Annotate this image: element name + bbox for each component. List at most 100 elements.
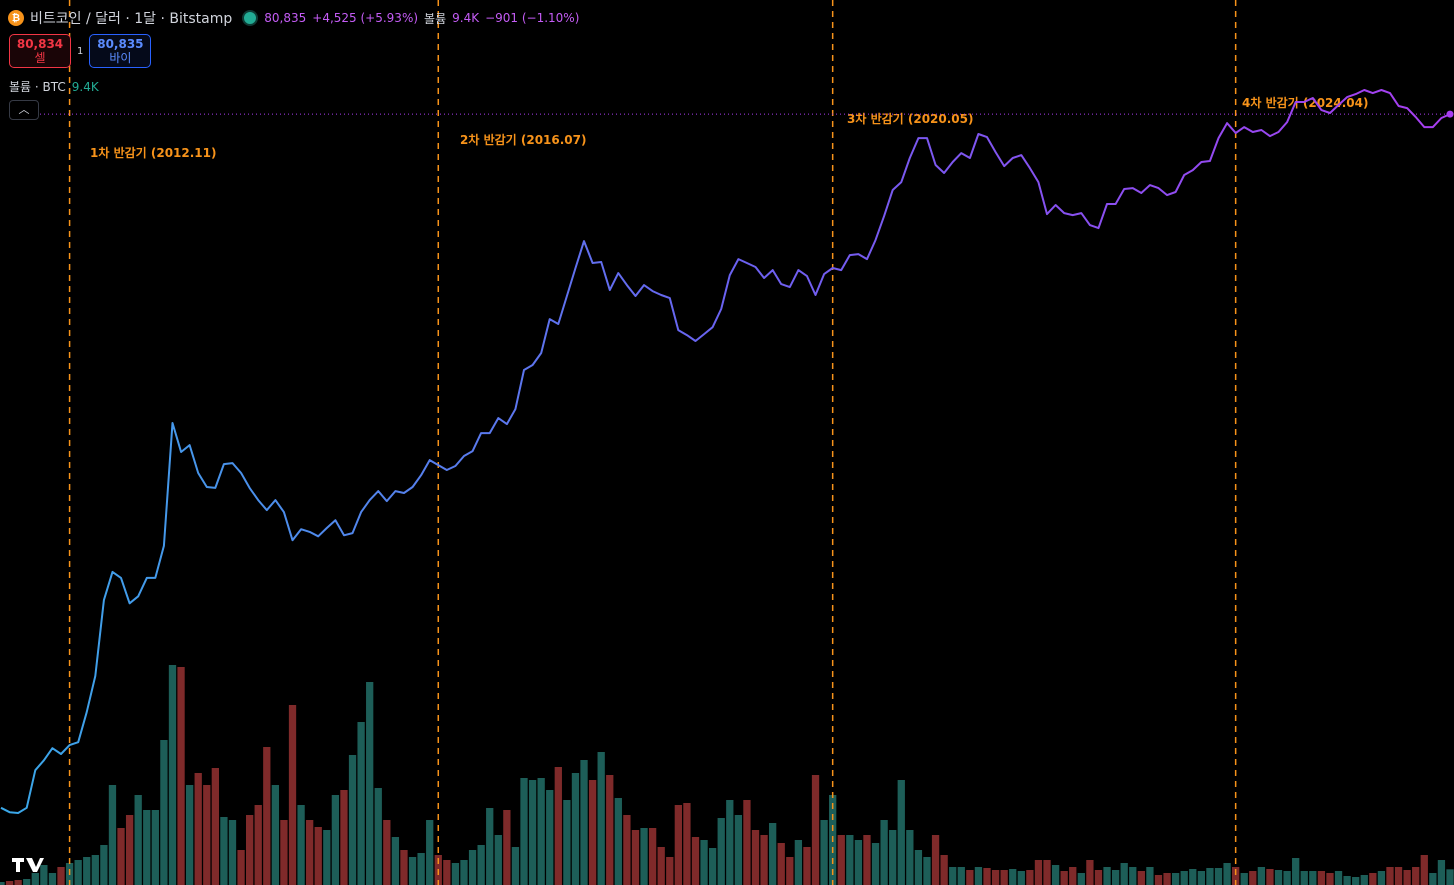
volume-bar [751,830,760,885]
collapse-button[interactable]: ︿ [9,100,39,120]
volume-bar [220,817,228,885]
trade-panel: 80,834 셀 1 80,835 바이 [9,34,152,68]
volume-bar [940,855,948,885]
volume-bar [1026,870,1034,885]
buy-button[interactable]: 80,835 바이 [89,34,152,68]
volume-bar [108,785,117,885]
volume-bar [1111,870,1120,885]
volume-bar [914,850,923,885]
sell-label: 셀 [34,51,46,65]
volume-bar [554,767,562,885]
volume-value: 9.4K [452,11,480,25]
volume-bar [0,882,5,885]
volume-bar [288,705,297,885]
volume-bar [1214,868,1223,885]
volume-bar [228,820,237,885]
volume-bar [254,805,262,885]
volume-bar [74,860,82,885]
volume-bar [100,845,108,885]
volume-bar [1137,871,1145,885]
volume-bar [1034,860,1043,885]
volume-bar [348,755,357,885]
volume-bar [451,863,460,885]
volume-bar [1403,870,1411,885]
volume-bar [623,815,631,885]
volume-bar [503,810,511,885]
volume-bar [520,778,528,885]
volume-bar [1394,867,1403,885]
volume-bar [1266,869,1274,885]
indicator-legend: 볼륨 · BTC 9.4K [9,78,99,95]
volume-bar [674,805,682,885]
volume-bar [1369,873,1377,885]
volume-bar [889,830,897,885]
volume-bar [1120,863,1128,885]
volume-bar [91,855,99,885]
market-status[interactable] [242,10,259,26]
volume-bar [597,752,605,885]
volume-bar [863,835,871,885]
volume-bar [1163,873,1171,885]
volume-bar [314,827,322,885]
volume-bar [1069,867,1077,885]
halving-label: 1차 반감기 (2012.11) [90,145,217,160]
volume-bar [134,795,142,885]
volume-bar [1077,873,1085,885]
volume-bar [83,857,91,885]
volume-bar [177,667,185,885]
volume-bar [1412,867,1420,885]
volume-bar [683,803,691,885]
volume-bar [400,850,408,885]
volume-bar [168,665,177,885]
volume-bar [1129,867,1137,885]
halving-label: 3차 반감기 (2020.05) [847,111,974,126]
volume-bar [40,865,48,885]
volume-bar [1420,855,1428,885]
volume-bar [194,773,202,885]
volume-bar [1017,871,1025,885]
volume-bar [1317,871,1326,885]
volume-bar [1232,867,1240,885]
indicator-name[interactable]: 볼륨 · BTC [9,80,66,94]
volume-bar [966,870,974,885]
volume-bar [417,853,425,885]
volume-bar [743,800,751,885]
volume-bar [1197,871,1205,885]
volume-bar [760,835,768,885]
volume-bar [1223,863,1231,885]
volume-bar [546,790,554,885]
volume-bar [1086,860,1094,885]
volume-bar [640,828,648,885]
volume-bar [648,828,657,885]
volume-bar [820,820,828,885]
volume-bar [468,850,477,885]
volume-bar [786,857,794,885]
volume-bar [700,840,708,885]
volume-bar [606,775,614,885]
volume-bar [1292,858,1300,885]
volume-bar [880,820,888,885]
volume-bar [777,843,785,885]
volume-bar [1334,871,1343,885]
volume-bar [1051,865,1060,885]
volume-bar [708,848,717,885]
volume-bar [614,798,622,885]
volume-bar [811,775,820,885]
sell-button[interactable]: 80,834 셀 [9,34,71,68]
price-line [0,89,1451,814]
volume-bar [357,722,365,885]
volume-bar [246,815,254,885]
volume-bar [1352,877,1360,885]
volume-bar [1326,873,1334,885]
logo[interactable] [10,854,44,874]
volume-bar [263,747,271,885]
symbol[interactable]: 비트코인 / 달러 · 1달 · Bitstamp [30,11,233,27]
volume-bar [563,800,571,885]
volume-bar [717,818,725,885]
volume-bar [871,843,880,885]
volume-bar [271,785,280,885]
volume-bar [1009,869,1017,885]
volume-bar [460,860,468,885]
volume-bar [837,835,845,885]
